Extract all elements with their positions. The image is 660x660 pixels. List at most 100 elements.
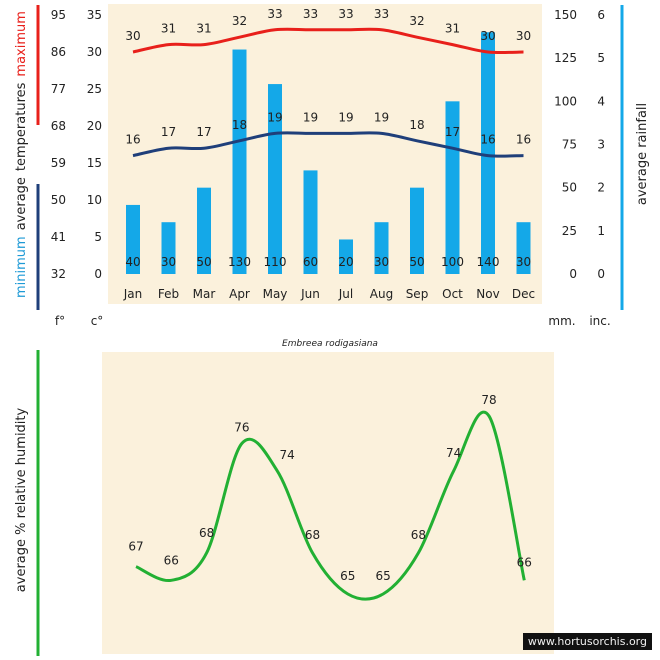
fahrenheit-tick-label: 68: [51, 119, 66, 133]
mm-tick-label: 50: [562, 181, 577, 195]
month-tick-label: Jan: [123, 287, 143, 301]
left-axis-label-word: maximum: [14, 11, 29, 77]
rainfall-value-label: 50: [409, 255, 424, 269]
fahrenheit-tick-label: 41: [51, 230, 66, 244]
rainfall-value-label: 40: [125, 255, 140, 269]
humidity-value-label: 68: [305, 528, 320, 542]
humidity-chart: average % relative humidity 67 66 68 76 74 68 6…: [14, 350, 532, 656]
rainfall-bars: [126, 32, 531, 275]
humidity-axis-label: average % relative humidity: [14, 407, 29, 592]
inch-tick-label: 1: [597, 224, 605, 238]
rainfall-bar: [516, 222, 531, 274]
month-tick-label: Nov: [476, 287, 499, 301]
mm-tick-label: 75: [562, 138, 577, 152]
top-chart-background: [108, 4, 542, 304]
rainfall-value-label: 30: [374, 255, 389, 269]
month-tick-label: Aug: [370, 287, 393, 301]
minimum-value-label: 16: [480, 133, 495, 147]
month-tick-label: Mar: [193, 287, 216, 301]
inch-unit-label: inc.: [589, 314, 610, 328]
maximum-temperature-line: [132, 27, 524, 55]
inch-tick-label: 5: [597, 51, 605, 65]
humidity-chart-background: [102, 352, 554, 654]
left-axis-label-word: temperatures: [14, 82, 29, 171]
celsius-tick-label: 5: [94, 230, 102, 244]
celsius-tick-label: 30: [87, 45, 102, 59]
humidity-value-label: 78: [481, 393, 496, 407]
maximum-value-label: 33: [338, 7, 353, 21]
temperature-lines: [132, 27, 524, 158]
minimum-value-label: 19: [267, 110, 282, 124]
left-axis-label-word: average: [14, 177, 29, 230]
maximum-value-label: 31: [196, 22, 211, 36]
left-axis-label: minimum average temperatures maximum: [14, 11, 29, 298]
humidity-value-label: 74: [446, 446, 461, 460]
fahrenheit-tick-label: 77: [51, 82, 66, 96]
maximum-value-label: 33: [303, 7, 318, 21]
humidity-value-label: 66: [517, 555, 532, 569]
mm-tick-label: 125: [554, 51, 577, 65]
humidity-value-label: 68: [411, 528, 426, 542]
humidity-value-label: 66: [164, 553, 179, 567]
month-tick-label: Jun: [300, 287, 320, 301]
minimum-value-label: 17: [161, 125, 176, 139]
maximum-value-label: 31: [445, 22, 460, 36]
celsius-tick-label: 25: [87, 82, 102, 96]
minimum-value-label: 19: [338, 110, 353, 124]
maximum-value-label: 33: [374, 7, 389, 21]
rainfall-bar: [161, 222, 176, 274]
minimum-value-label: 19: [303, 110, 318, 124]
mm-tick-label: 100: [554, 94, 577, 108]
inch-tick-label: 2: [597, 181, 605, 195]
right-axis-label: average rainfall: [635, 103, 650, 205]
rainfall-value-label: 30: [516, 255, 531, 269]
axes: Jan Feb Mar Apr May Jun Jul Aug Sep Oct Nov Dec0510…: [14, 5, 650, 328]
maximum-value-label: 30: [480, 29, 495, 43]
humidity-value-label: 65: [340, 569, 355, 583]
fahrenheit-tick-label: 50: [51, 193, 66, 207]
minimum-value-label: 18: [409, 118, 424, 132]
rainfall-value-label: 110: [264, 255, 287, 269]
rainfall-bar: [410, 187, 424, 274]
minimum-value-label: 16: [516, 133, 531, 147]
maximum-value-label: 30: [125, 29, 140, 43]
celsius-tick-label: 0: [94, 267, 102, 281]
celsius-tick-label: 15: [87, 156, 102, 170]
humidity-value-label: 67: [128, 540, 143, 554]
inch-tick-label: 3: [597, 138, 605, 152]
celsius-tick-label: 20: [87, 119, 102, 133]
rainfall-bar: [268, 84, 282, 274]
month-tick-label: Jul: [338, 287, 353, 301]
rainfall-bar: [303, 170, 318, 274]
month-tick-label: Sep: [406, 287, 429, 301]
rainfall-bar: [481, 32, 495, 275]
month-tick-label: Feb: [158, 287, 179, 301]
mm-tick-label: 150: [554, 8, 577, 22]
rainfall-value-label: 140: [477, 255, 500, 269]
month-tick-label: May: [263, 287, 288, 301]
month-tick-label: Oct: [442, 287, 463, 301]
fahrenheit-tick-label: 86: [51, 45, 66, 59]
inch-tick-label: 4: [597, 94, 605, 108]
maximum-value-label: 32: [409, 14, 424, 28]
chart-caption: Embreea rodigasiana: [282, 339, 378, 349]
rainfall-bar: [445, 101, 460, 274]
rainfall-value-label: 50: [196, 255, 211, 269]
fahrenheit-tick-label: 59: [51, 156, 66, 170]
watermark: www.hortusorchis.org: [522, 633, 652, 650]
mm-tick-label: 0: [569, 267, 577, 281]
rainfall-value-label: 100: [441, 255, 464, 269]
maximum-value-label: 33: [267, 7, 282, 21]
rainfall-value-label: 20: [338, 255, 353, 269]
maximum-value-label: 32: [232, 14, 247, 28]
month-tick-label: Apr: [229, 287, 250, 301]
fahrenheit-tick-label: 32: [51, 267, 66, 281]
minimum-temperature-line: [132, 131, 524, 158]
rainfall-bar: [197, 187, 211, 274]
humidity-value-label: 76: [234, 420, 249, 434]
rainfall-bar: [232, 49, 247, 275]
humidity-value-label: 68: [199, 526, 214, 540]
minimum-value-label: 16: [125, 133, 140, 147]
value-labels: 40 30 50 130 110 60 20 30 50 100 140 30 30 31 31 32 33 33…: [125, 7, 531, 269]
humidity-value-label: 65: [375, 569, 390, 583]
